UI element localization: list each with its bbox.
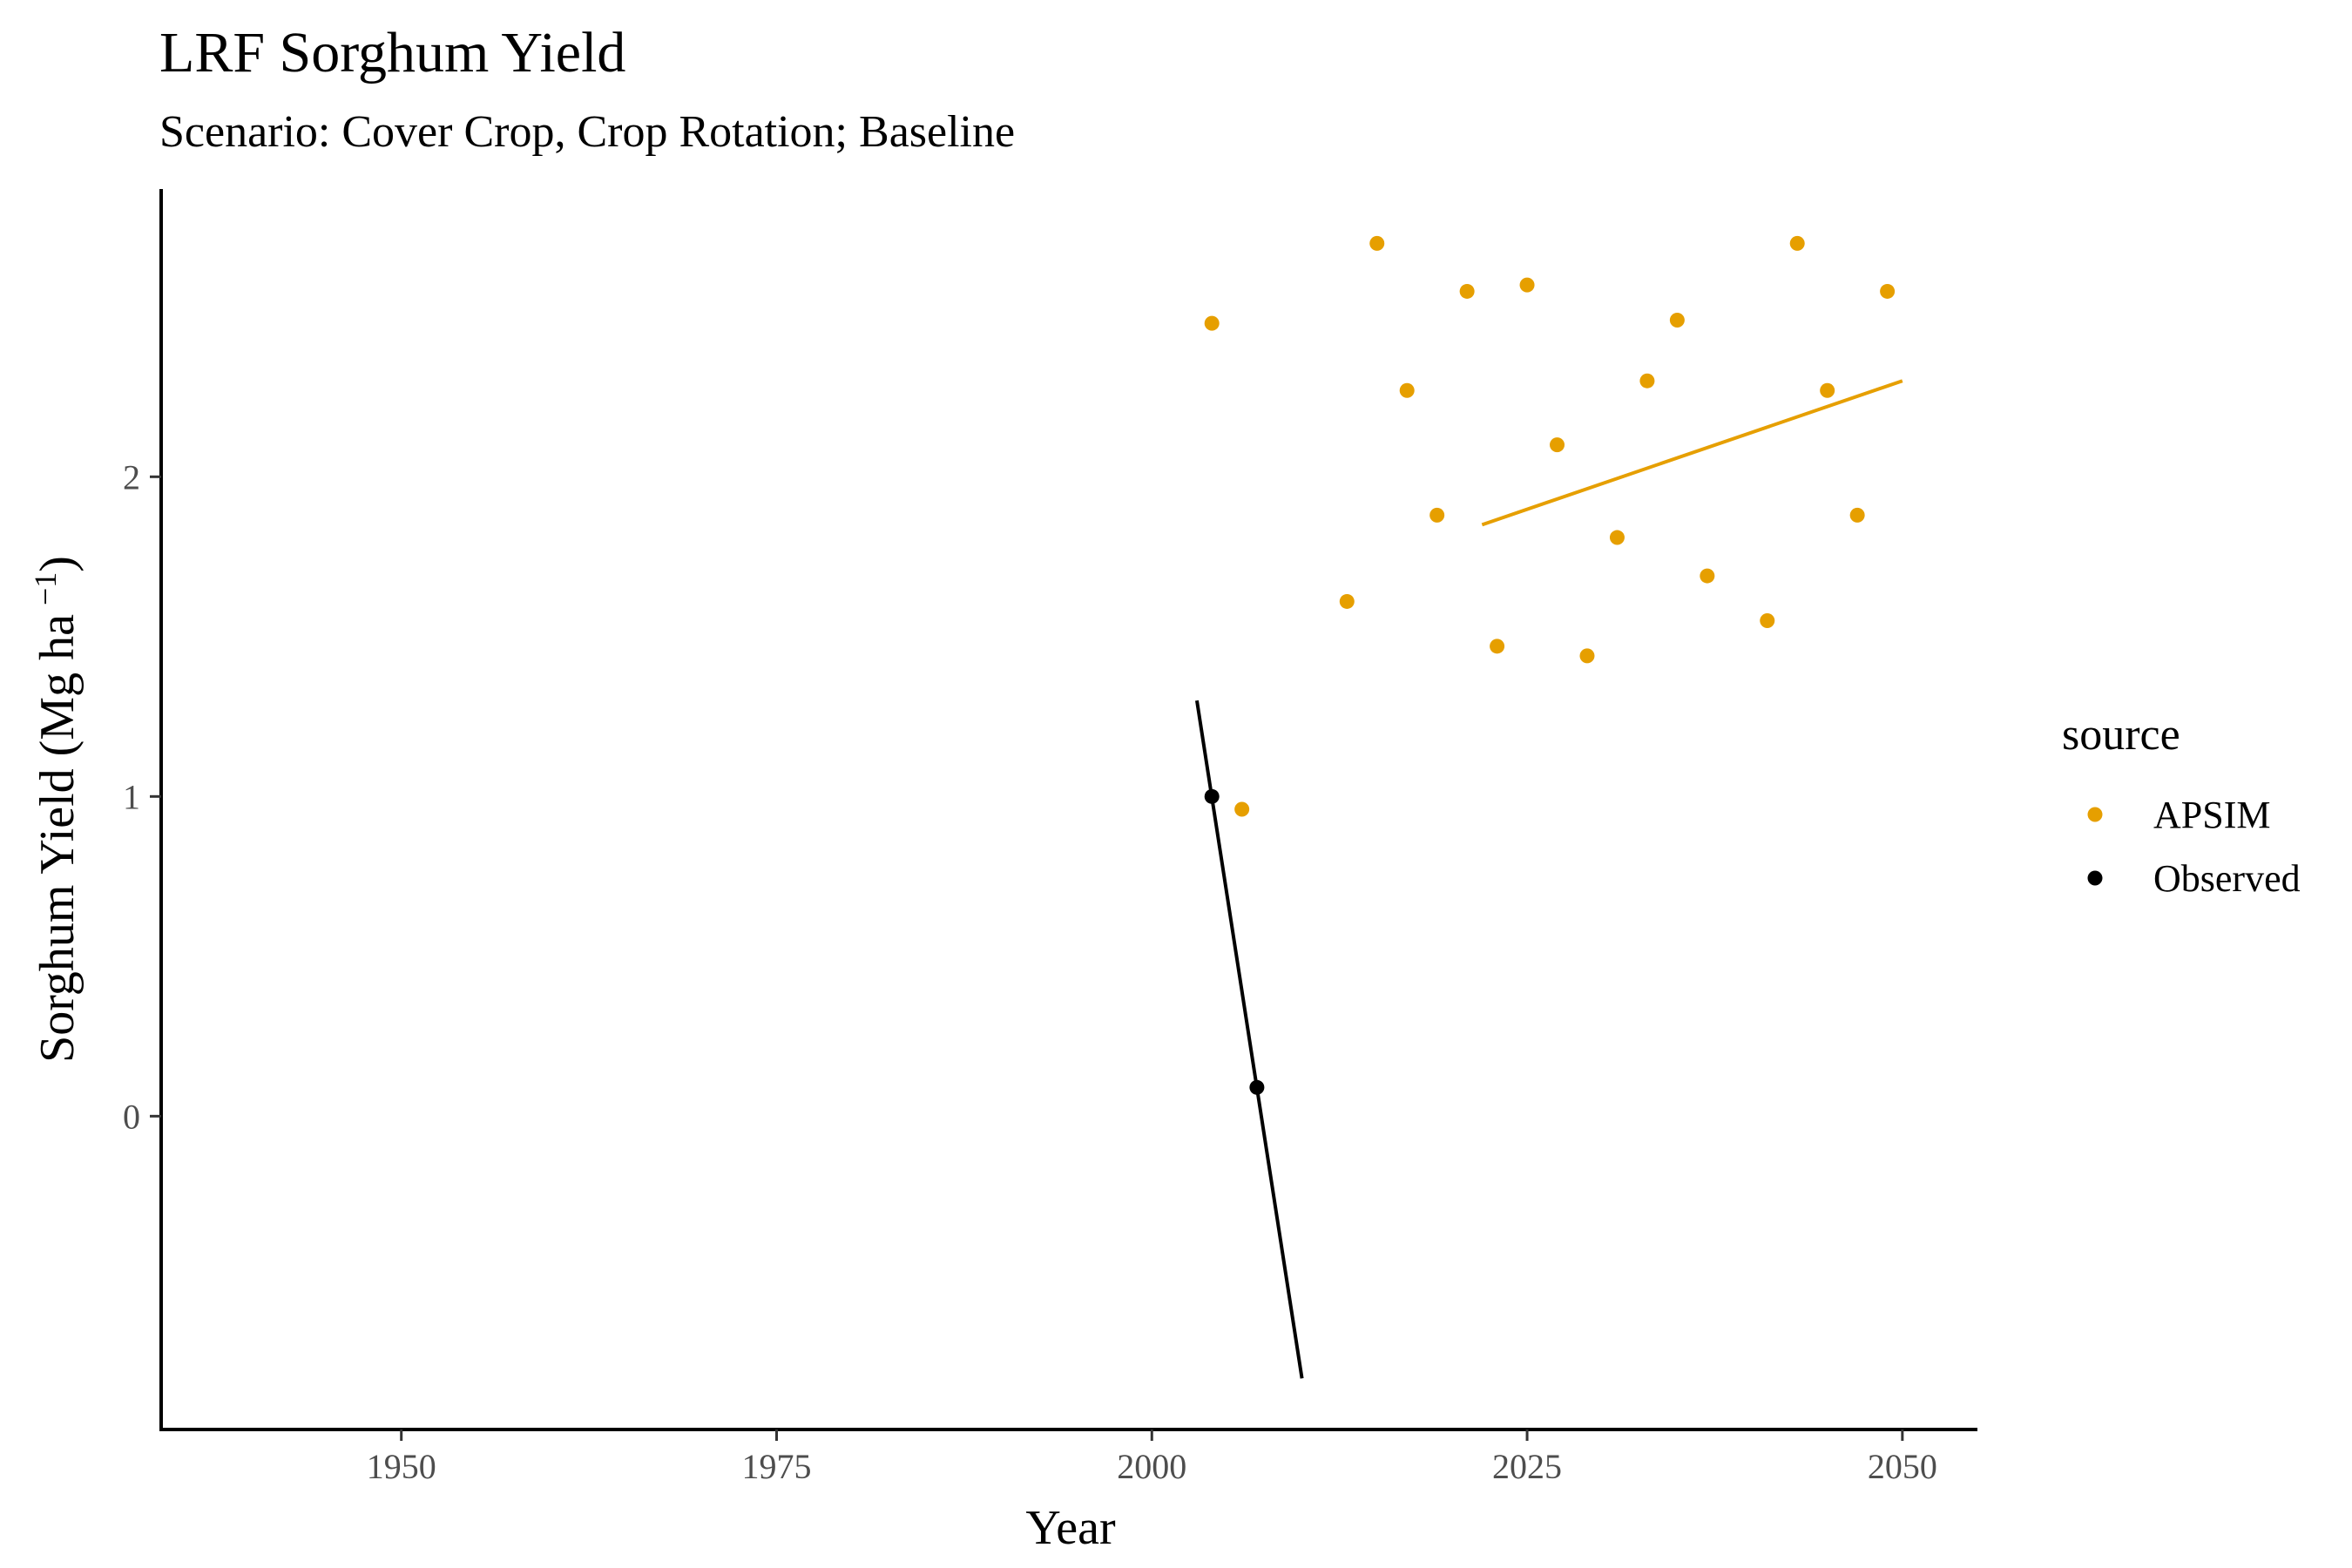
trend-line-observed [1194,700,1304,1379]
legend: source APSIM Observed [2062,710,2301,900]
data-point-apsim [1639,373,1655,389]
data-point-observed [1204,788,1220,804]
data-point-apsim [1490,639,1505,654]
data-point-apsim [1880,283,1896,299]
data-point-apsim [1789,235,1805,251]
data-marks [1194,235,1903,1379]
y-axis-title-superscript: −1 [28,572,63,605]
data-point-apsim [1669,312,1685,328]
legend-key-observed [2087,870,2103,886]
x-tick-label: 2050 [1868,1447,1937,1486]
data-point-apsim [1234,801,1250,817]
data-point-apsim [1550,437,1565,453]
legend-label-apsim: APSIM [2153,794,2271,836]
data-point-apsim [1700,568,1715,584]
y-tick-label: 2 [123,457,140,497]
data-point-apsim [1399,382,1415,398]
data-point-apsim [1519,277,1535,293]
data-point-apsim [1820,382,1835,398]
x-tick-label: 2025 [1492,1447,1562,1486]
x-tick-label: 1975 [741,1447,811,1486]
trend-line-apsim [1481,379,1903,527]
data-point-apsim [1369,235,1385,251]
y-axis-title-close: ) [30,556,84,572]
x-tick-label: 2000 [1117,1447,1186,1486]
chart-subtitle: Scenario: Cover Crop, Crop Rotation; Bas… [159,107,1015,157]
data-point-apsim [1204,315,1220,331]
axis-ticks: 1950 1975 2000 2025 2050 0 1 2 [123,457,1937,1486]
x-tick-label: 1950 [367,1447,436,1486]
data-point-apsim [1459,283,1475,299]
data-point-observed [1249,1079,1265,1095]
chart-title: LRF Sorghum Yield [159,21,625,84]
plot-area: 1950 1975 2000 2025 2050 0 1 2 [123,189,1977,1486]
y-axis-title-main: Sorghum Yield (Mg ha [30,614,84,1063]
x-axis-title: Year [1025,1501,1116,1555]
data-point-apsim [1339,593,1355,609]
y-tick-label: 0 [123,1097,140,1136]
legend-key-apsim [2087,807,2103,822]
data-point-apsim [1609,530,1625,545]
y-axis-title: Sorghum Yield (Mg ha −1) [28,556,84,1063]
data-point-apsim [1579,648,1595,664]
data-point-apsim [1760,612,1775,628]
legend-title: source [2062,710,2180,760]
y-tick-label: 1 [123,777,140,816]
data-point-apsim [1429,507,1445,523]
legend-label-observed: Observed [2153,857,2301,900]
data-point-apsim [1849,507,1865,523]
